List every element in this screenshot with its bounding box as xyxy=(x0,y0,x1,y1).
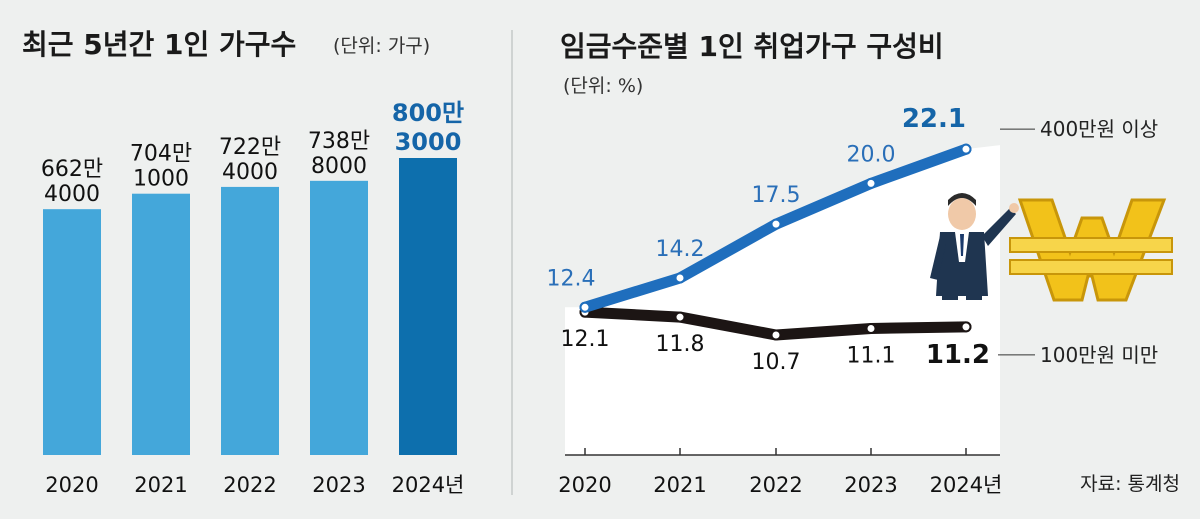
bar-tick-label: 2023 xyxy=(312,473,365,497)
bar-value-label: 800만 xyxy=(392,99,464,127)
bar-value-label: 3000 xyxy=(395,128,462,156)
series-under-100-label: 11.2 xyxy=(926,340,990,370)
bar-chart-title: 최근 5년간 1인 가구수 xyxy=(22,28,296,61)
series-over-400-label: 20.0 xyxy=(847,142,896,167)
series-under-100-label: 12.1 xyxy=(561,327,610,352)
series-over-400-point xyxy=(579,301,591,313)
bar-2021 xyxy=(132,193,190,455)
businessman-icon xyxy=(930,193,1019,300)
series-under-100-point xyxy=(865,322,877,334)
line-tick-label: 2023 xyxy=(844,473,897,497)
line-chart: 2020 2021 2022 2023 2024년 12.4 14.2 17.5 20.022.… xyxy=(547,104,1180,497)
line-chart-title: 임금수준별 1인 취업가구 구성비 xyxy=(560,30,944,63)
chart-panel-background xyxy=(565,145,1000,455)
series-under-100-label: 11.1 xyxy=(847,343,896,368)
bar-value-label: 704만 xyxy=(130,142,192,167)
businessman-won-illustration xyxy=(930,193,1173,302)
line-tick-label: 2021 xyxy=(653,473,706,497)
won-sign-icon xyxy=(1009,198,1173,302)
line-tick-label: 2020 xyxy=(558,473,611,497)
series-over-400-label: 12.4 xyxy=(547,266,596,291)
bar-value-label: 662만 xyxy=(41,157,103,182)
series-under-100-label: 11.8 xyxy=(656,332,705,357)
series-under-100-point xyxy=(674,311,686,323)
bar-2022 xyxy=(221,186,279,455)
bar-value-label: 4000 xyxy=(222,160,278,185)
line-chart-unit: (단위: %) xyxy=(563,75,643,97)
bar-tick-label: 2024년 xyxy=(392,473,465,497)
legend-over-400: 400만원 이상 xyxy=(1040,117,1158,141)
bar-value-label: 4000 xyxy=(44,182,100,207)
series-over-400-label: 14.2 xyxy=(656,237,705,262)
bar-tick-label: 2020 xyxy=(45,473,98,497)
bar-2020 xyxy=(43,209,101,455)
series-under-100-point xyxy=(770,329,782,341)
bar-value-label: 738만 xyxy=(308,129,370,154)
series-under-100-point xyxy=(960,321,972,333)
series-over-400-label: 17.5 xyxy=(752,183,801,208)
series-over-400-label: 22.1 xyxy=(902,104,966,134)
bar-value-label: 8000 xyxy=(311,154,367,179)
bar-value-label: 722만 xyxy=(219,135,281,160)
bar-2024년 xyxy=(399,158,457,455)
line-tick-label: 2022 xyxy=(749,473,802,497)
series-over-400-point xyxy=(960,143,972,155)
series-over-400-point xyxy=(674,272,686,284)
bar-chart-unit: (단위: 가구) xyxy=(333,35,430,57)
bar-tick-label: 2021 xyxy=(134,473,187,497)
bar-tick-label: 2022 xyxy=(223,473,276,497)
series-over-400-point xyxy=(770,218,782,230)
line-tick-label: 2024년 xyxy=(930,473,1003,497)
bar-chart: 662만40002020704만10002021722만40002022738만… xyxy=(41,99,465,497)
bar-2023 xyxy=(310,180,368,456)
bar-value-label: 1000 xyxy=(133,167,189,192)
legend-under-100: 100만원 미만 xyxy=(1040,343,1158,367)
series-over-400-point xyxy=(865,177,877,189)
series-under-100-label: 10.7 xyxy=(752,350,801,375)
source-note: 자료: 통계청 xyxy=(1080,473,1180,495)
